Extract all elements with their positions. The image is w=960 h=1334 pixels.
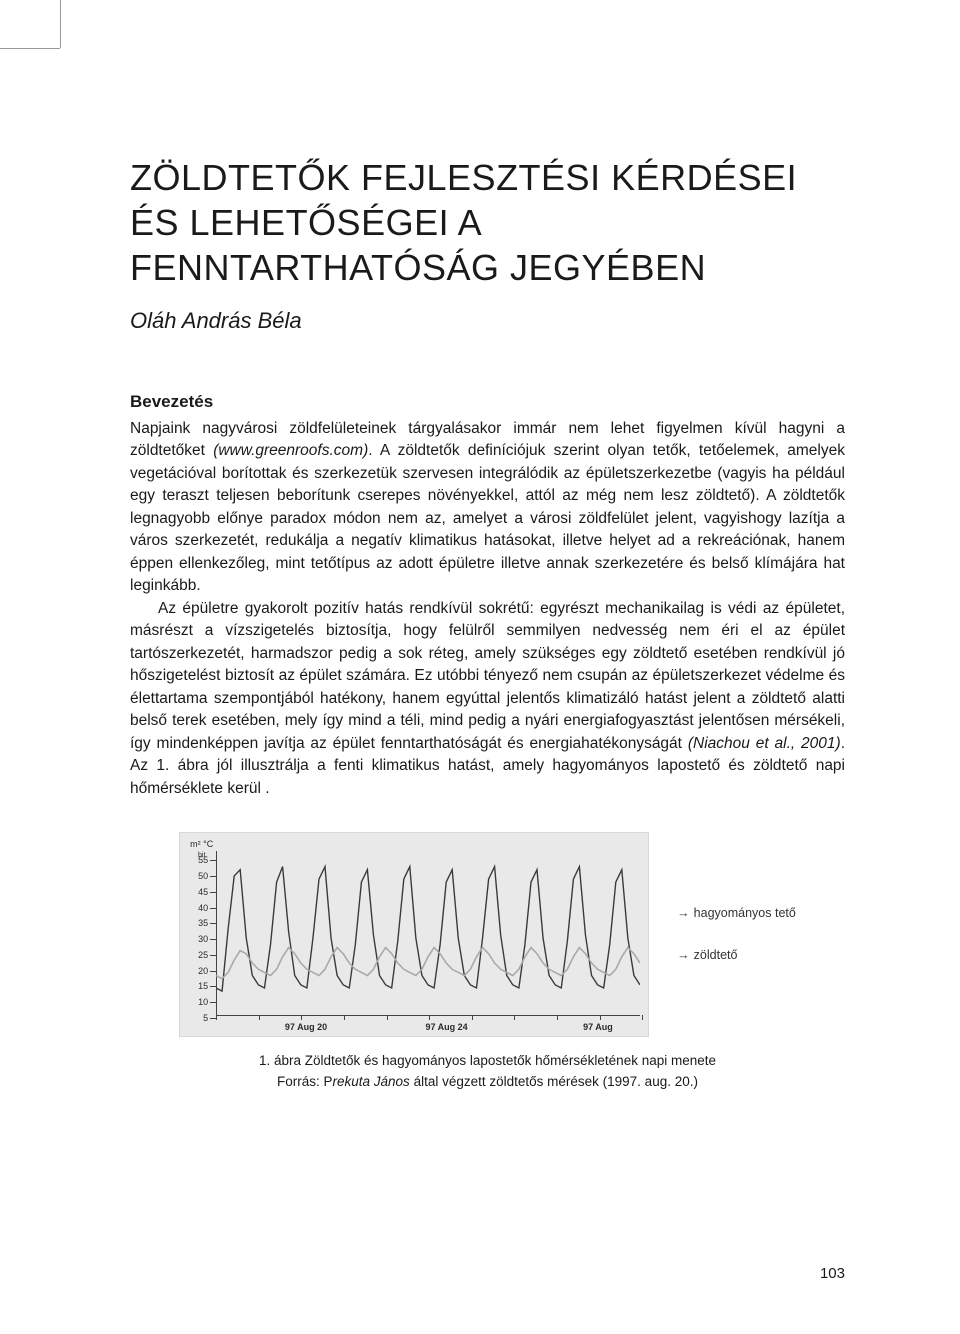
y-tick-mark: [210, 986, 216, 987]
y-tick-mark: [210, 1002, 216, 1003]
y-tick-label: 30: [190, 934, 208, 944]
y-tick-mark: [210, 923, 216, 924]
page-content: ZÖLDTETŐK FEJLESZTÉSI KÉRDÉSEI ÉS LEHETŐ…: [0, 0, 960, 1153]
y-tick-mark: [210, 939, 216, 940]
series-line: [216, 867, 640, 991]
x-tick-label: 97 Aug 24: [425, 1022, 467, 1032]
chart-legend: → hagyományos tető → zöldtető: [677, 892, 796, 977]
legend-item-conventional: → hagyományos tető: [677, 892, 796, 935]
x-tick-mark: [259, 1015, 260, 1020]
x-tick-mark: [429, 1015, 430, 1020]
y-tick-label: 45: [190, 887, 208, 897]
page-number: 103: [820, 1265, 845, 1282]
y-tick-mark: [210, 971, 216, 972]
series-line: [216, 947, 640, 978]
x-tick-mark: [642, 1015, 643, 1020]
legend-label-2: zöldtető: [694, 948, 738, 962]
y-tick-mark: [210, 955, 216, 956]
article-title: ZÖLDTETŐK FEJLESZTÉSI KÉRDÉSEI ÉS LEHETŐ…: [130, 155, 845, 290]
caption-line-2a: Forrás: P: [277, 1074, 333, 1089]
x-tick-mark: [387, 1015, 388, 1020]
arrow-icon: →: [677, 934, 690, 977]
crop-mark-horizontal: [0, 48, 60, 49]
x-tick-mark: [301, 1015, 302, 1020]
y-tick-label: 10: [190, 997, 208, 1007]
x-tick-label: 97 Aug 20: [285, 1022, 327, 1032]
y-tick-mark: [210, 908, 216, 909]
temperature-chart: m² °Cbit 51015202530354045505597 Aug 209…: [179, 832, 649, 1037]
x-tick-mark: [600, 1015, 601, 1020]
y-tick-label: 25: [190, 950, 208, 960]
para1-part-b: . A zöldtetők definíciójuk szerint olyan…: [130, 442, 845, 594]
x-tick-mark: [514, 1015, 515, 1020]
x-tick-mark: [216, 1015, 217, 1020]
y-tick-label: 35: [190, 918, 208, 928]
para2-citation-1: (Niachou et al., 2001): [688, 735, 841, 752]
caption-line-2b: által végzett zöldtetős mérések (1997. a…: [410, 1074, 698, 1089]
y-tick-label: 15: [190, 981, 208, 991]
figure-caption: 1. ábra Zöldtetők és hagyományos laposte…: [130, 1051, 845, 1093]
y-tick-mark: [210, 860, 216, 861]
para1-citation-1: (www.greenroofs.com): [213, 442, 368, 459]
caption-line-1: 1. ábra Zöldtetők és hagyományos laposte…: [130, 1051, 845, 1072]
legend-item-green-roof: → zöldtető: [677, 934, 796, 977]
body-paragraphs: Napjaink nagyvárosi zöldfelületeinek tár…: [130, 418, 845, 800]
plot-area: [216, 851, 640, 1016]
caption-source-name: rekuta János: [333, 1074, 410, 1089]
y-tick-mark: [210, 892, 216, 893]
y-tick-label: 40: [190, 903, 208, 913]
arrow-icon: →: [677, 892, 690, 935]
crop-mark-vertical: [60, 0, 61, 48]
y-tick-label: 55: [190, 855, 208, 865]
y-tick-mark: [210, 876, 216, 877]
y-tick-label: 20: [190, 966, 208, 976]
x-tick-mark: [472, 1015, 473, 1020]
x-tick-mark: [344, 1015, 345, 1020]
section-heading: Bevezetés: [130, 392, 845, 412]
figure-1: m² °Cbit 51015202530354045505597 Aug 209…: [130, 832, 845, 1093]
y-tick-label: 5: [190, 1013, 208, 1023]
x-tick-mark: [557, 1015, 558, 1020]
x-tick-label: 97 Aug: [583, 1022, 613, 1032]
y-tick-label: 50: [190, 871, 208, 881]
para2-part-a: Az épületre gyakorolt pozitív hatás rend…: [130, 600, 845, 752]
legend-label-1: hagyományos tető: [694, 906, 796, 920]
author-name: Oláh András Béla: [130, 308, 845, 334]
